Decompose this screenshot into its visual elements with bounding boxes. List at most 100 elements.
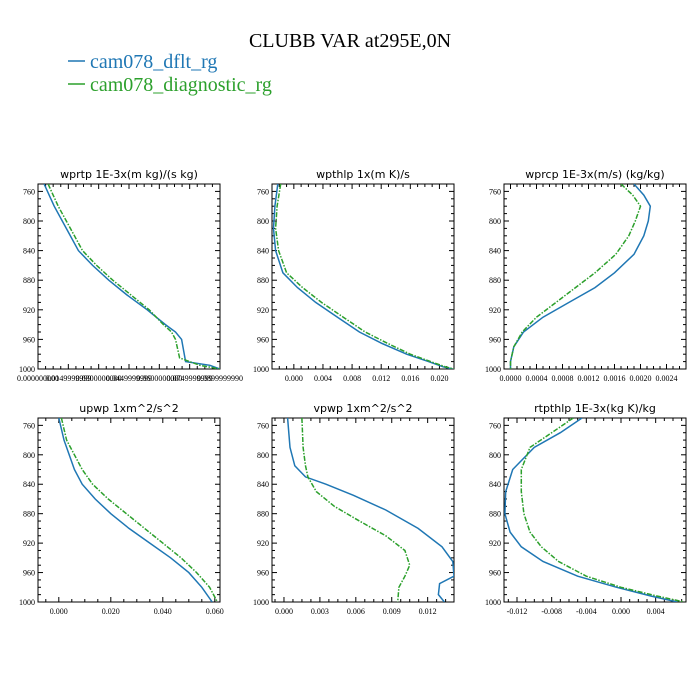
plot-frame xyxy=(271,417,455,603)
y-tick-label: 1000 xyxy=(253,365,269,374)
y-tick-label: 760 xyxy=(489,421,501,430)
x-tick-label: 0.0008 xyxy=(552,374,574,383)
x-tick-label: -0.004 xyxy=(576,607,597,616)
y-tick-label: 760 xyxy=(489,187,501,196)
panel-6: rtpthlp 1E-3x(kg K)/kg 760 800 840 880 920 960… xyxy=(485,402,687,616)
y-tick-label: 920 xyxy=(489,306,501,315)
y-tick-label: 760 xyxy=(23,421,35,430)
plot-frame xyxy=(503,183,687,370)
x-tick-label: 0.004 xyxy=(314,374,332,383)
x-tick-label: 0.000 xyxy=(275,607,293,616)
x-tick-label: 0.0899999990 xyxy=(197,374,243,383)
x-tick-label: 0.000 xyxy=(50,607,68,616)
panel-title: upwp 1xm^2/s^2 xyxy=(79,402,179,415)
y-tick-label: 920 xyxy=(257,306,269,315)
y-tick-label: 960 xyxy=(257,335,269,344)
x-tick-label: 0.0016 xyxy=(604,374,626,383)
x-tick-label: 0.0449999999 xyxy=(106,374,152,383)
x-tick-label: 0.0149999999 xyxy=(45,374,91,383)
series-line-diagnostic xyxy=(274,184,454,369)
x-tick-label: 0.0020 xyxy=(630,374,652,383)
legend-label-dflt: cam078_dflt_rg xyxy=(90,51,217,73)
y-tick-label: 760 xyxy=(23,187,35,196)
x-tick-label: 0.0012 xyxy=(578,374,600,383)
y-tick-label: 840 xyxy=(489,247,501,256)
series-line-dflt xyxy=(272,184,453,369)
x-tick-label: 0.0300000000 xyxy=(76,374,122,383)
y-tick-label: 800 xyxy=(257,451,269,460)
y-tick-label: 960 xyxy=(257,569,269,578)
y-tick-label: 800 xyxy=(489,451,501,460)
y-tick-label: 1000 xyxy=(485,598,501,607)
y-tick-label: 800 xyxy=(23,451,35,460)
panel-5: vpwp 1xm^2/s^2 760 800 840 880 920 960 1000 0.00… xyxy=(253,402,455,616)
x-tick-label: 0.0000 xyxy=(500,374,522,383)
x-tick-label: 0.012 xyxy=(419,607,437,616)
y-tick-label: 800 xyxy=(489,217,501,226)
plot-frame xyxy=(37,183,221,370)
y-tick-label: 1000 xyxy=(19,598,35,607)
panel-title: wprtp 1E-3x(m kg)/(s kg) xyxy=(60,168,198,181)
x-tick-label: 0.016 xyxy=(401,374,419,383)
y-tick-label: 960 xyxy=(23,335,35,344)
y-tick-label: 920 xyxy=(257,539,269,548)
y-tick-label: 880 xyxy=(257,276,269,285)
x-tick-label: -0.012 xyxy=(507,607,528,616)
series-line-diagnostic xyxy=(301,418,411,602)
y-tick-label: 1000 xyxy=(19,365,35,374)
panels: wprtp 1E-3x(m kg)/(s kg) 760 800 840 880 920 9… xyxy=(17,168,687,616)
legend: cam078_dflt_rg cam078_diagnostic_rg xyxy=(68,51,272,96)
series-line-dflt xyxy=(43,184,220,369)
series-line-diagnostic xyxy=(509,184,642,369)
y-tick-label: 960 xyxy=(23,569,35,578)
series-line-dflt xyxy=(504,418,678,602)
x-tick-label: 0.009 xyxy=(383,607,401,616)
x-tick-label: 0.008 xyxy=(343,374,361,383)
panel-title: wpthlp 1x(m K)/s xyxy=(316,168,410,181)
x-tick-label: 0.0004 xyxy=(526,374,548,383)
panel-4: upwp 1xm^2/s^2 760 800 840 880 920 960 1000 0.00… xyxy=(19,402,224,616)
y-tick-label: 1000 xyxy=(253,598,269,607)
panel-title: wprcp 1E-3x(m/s) (kg/kg) xyxy=(525,168,664,181)
y-tick-label: 920 xyxy=(23,539,35,548)
panel-title: rtpthlp 1E-3x(kg K)/kg xyxy=(534,402,656,415)
y-tick-label: 840 xyxy=(257,480,269,489)
y-tick-label: 840 xyxy=(23,247,35,256)
y-tick-label: 920 xyxy=(489,539,501,548)
x-tick-label: 0.0600000000 xyxy=(136,374,182,383)
series-line-dflt xyxy=(509,184,652,369)
x-tick-label: 0.060 xyxy=(206,607,224,616)
plot-frame xyxy=(37,417,221,603)
x-tick-label: 0.006 xyxy=(347,607,365,616)
x-tick-label: 0.000 xyxy=(285,374,303,383)
y-tick-label: 800 xyxy=(23,217,35,226)
y-tick-label: 880 xyxy=(489,510,501,519)
plot-frame xyxy=(503,417,687,603)
x-tick-label: 0.0024 xyxy=(656,374,678,383)
y-tick-label: 920 xyxy=(23,306,35,315)
y-tick-label: 840 xyxy=(489,480,501,489)
y-tick-label: 800 xyxy=(257,217,269,226)
x-tick-label: 0.020 xyxy=(430,374,448,383)
x-tick-label: 0.004 xyxy=(647,607,665,616)
y-tick-label: 880 xyxy=(489,276,501,285)
legend-label-diagnostic: cam078_diagnostic_rg xyxy=(90,74,272,96)
panel-title: vpwp 1xm^2/s^2 xyxy=(313,402,412,415)
x-tick-label: 0.012 xyxy=(372,374,390,383)
x-tick-label: 0.040 xyxy=(154,607,172,616)
series-line-diagnostic xyxy=(47,184,220,369)
x-tick-label: -0.008 xyxy=(541,607,562,616)
figure-title: CLUBB VAR at295E,0N xyxy=(249,30,451,52)
y-tick-label: 840 xyxy=(257,247,269,256)
series-line-diagnostic xyxy=(60,418,219,602)
series-line-dflt xyxy=(58,418,213,602)
x-tick-label: 0.020 xyxy=(102,607,120,616)
x-tick-label: 0.003 xyxy=(311,607,329,616)
x-tick-label: 0.0749999999 xyxy=(167,374,213,383)
series-line-diagnostic xyxy=(520,418,685,602)
panel-1: wprtp 1E-3x(m kg)/(s kg) 760 800 840 880 920 9… xyxy=(17,168,243,383)
series-line-dflt xyxy=(286,418,454,602)
plot-frame xyxy=(271,183,455,370)
panel-2: wpthlp 1x(m K)/s 760 800 840 880 920 960 1000 0.… xyxy=(253,168,455,383)
